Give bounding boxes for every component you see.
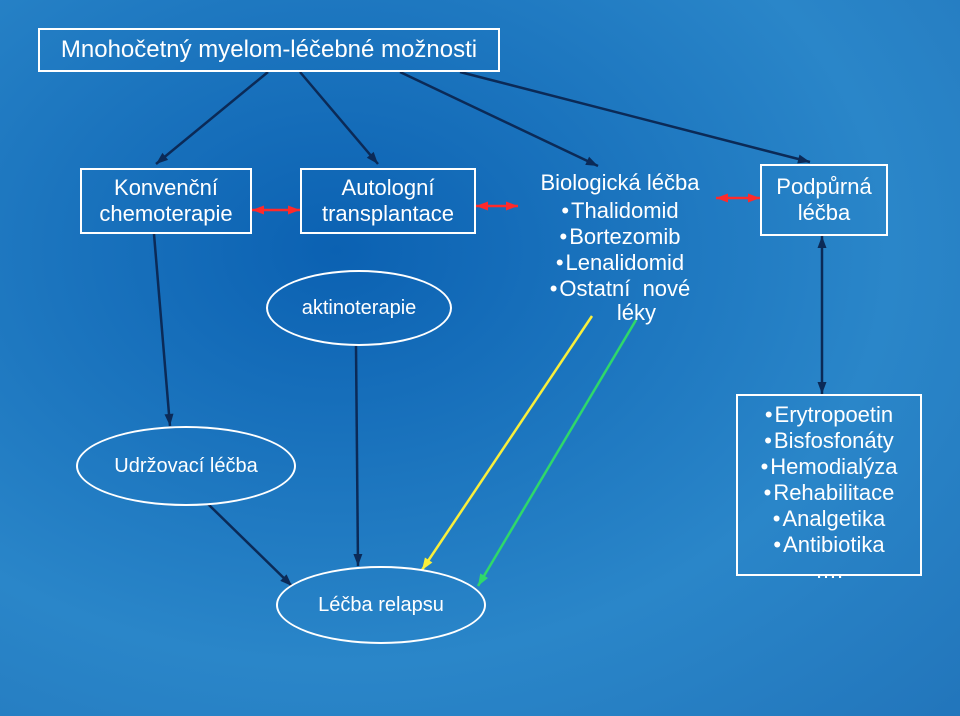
supp-item: Rehabilitace [761,480,898,506]
supp-trailing: …. [815,558,843,584]
supp-item: Bisfosfonáty [761,428,898,454]
box-supportive-care: Podpůrná léčba [760,164,888,236]
supp-item: Hemodialýza [761,454,898,480]
box-chemotherapy: Konvenční chemoterapie [80,168,252,234]
box-autologous-transplant: Autologní transplantace [300,168,476,234]
bio-list: ThalidomidBortezomibLenalidomidOstatní n… [520,198,720,326]
autolog-label: Autologní transplantace [322,175,454,227]
supp-item: Antibiotika [761,532,898,558]
supp-item: Analgetika [761,506,898,532]
bio-header: Biologická léčba [520,170,720,196]
biological-therapy-block: Biologická léčba ThalidomidBortezomibLen… [520,170,720,326]
ellipse-relapse-therapy: Léčba relapsu [276,566,486,644]
supportive-care-list-box: ErytropoetinBisfosfonátyHemodialýzaRehab… [736,394,922,576]
supp-list: ErytropoetinBisfosfonátyHemodialýzaRehab… [761,402,898,558]
udrz-label: Udržovací léčba [114,455,257,478]
ellipse-maintenance-therapy: Udržovací léčba [76,426,296,506]
bio-item: Ostatní nové [520,276,720,302]
bio-item: léky [520,300,720,326]
ellipse-aktinoterapie: aktinoterapie [266,270,452,346]
chemo-label: Konvenční chemoterapie [99,175,232,227]
support-label: Podpůrná léčba [776,174,871,226]
title-text: Mnohočetný myelom-léčebné možnosti [61,36,477,64]
supp-item: Erytropoetin [761,402,898,428]
aktino-label: aktinoterapie [302,297,417,320]
bio-item: Bortezomib [520,224,720,250]
bio-item: Thalidomid [520,198,720,224]
relaps-label: Léčba relapsu [318,594,444,617]
title-box: Mnohočetný myelom-léčebné možnosti [38,28,500,72]
bio-item: Lenalidomid [520,250,720,276]
